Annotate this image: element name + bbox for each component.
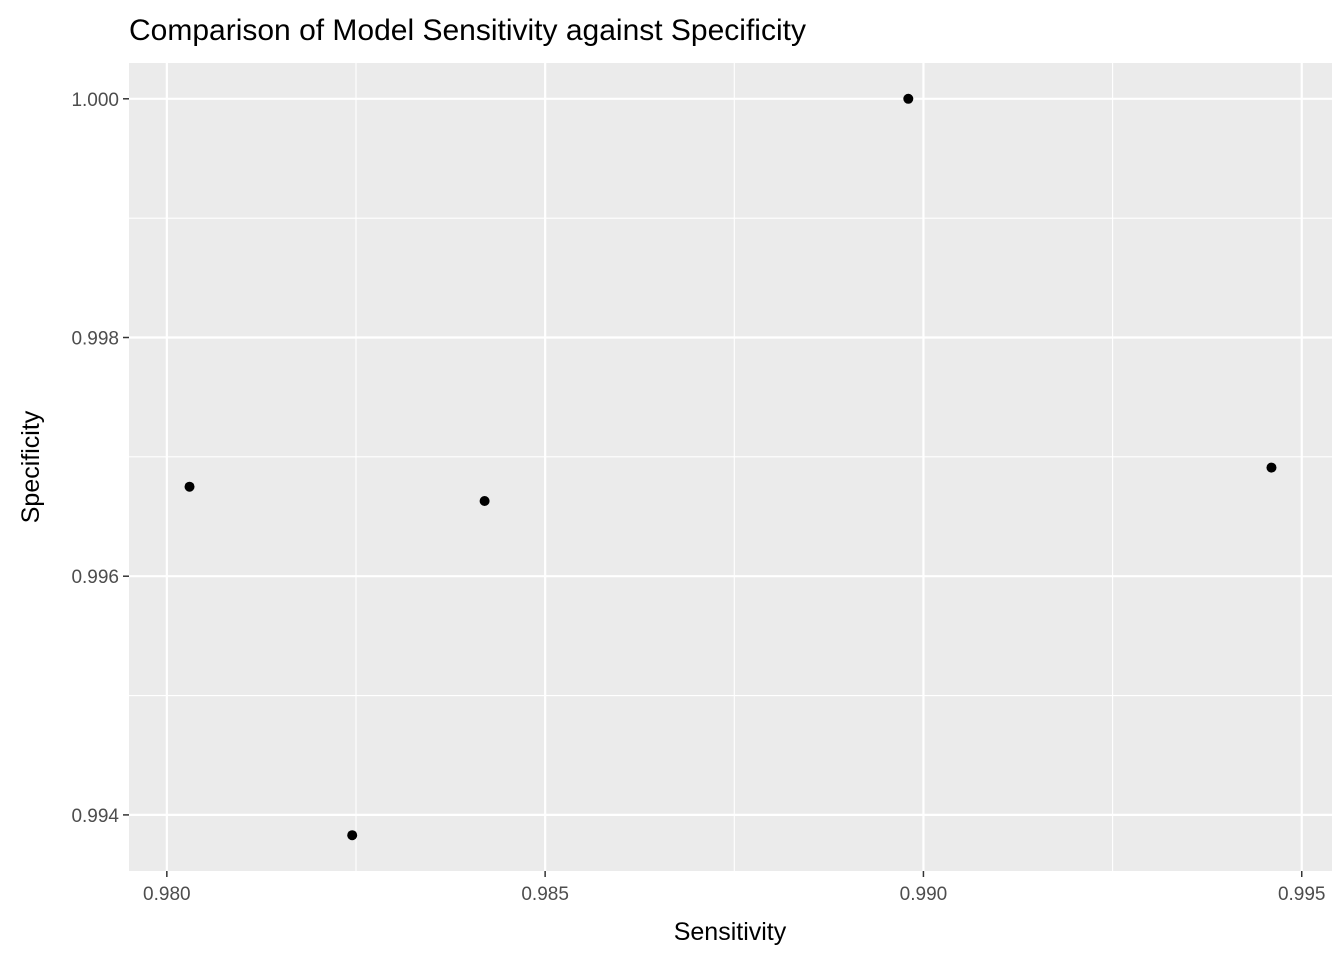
x-tick-label: 0.980 xyxy=(143,884,191,905)
y-tick-label: 0.998 xyxy=(71,329,119,350)
data-point xyxy=(347,830,358,841)
grid-lines xyxy=(129,63,1332,871)
y-tick-label: 0.994 xyxy=(71,806,119,827)
axis-ticks: 0.980 0.985 0.990 0.995 0.994 0.996 0.998 1.000 xyxy=(71,90,1325,905)
x-tick-label: 0.990 xyxy=(900,884,948,905)
data-point xyxy=(184,481,195,492)
chart-title: Comparison of Model Sensitivity against … xyxy=(129,14,806,47)
y-tick-label: 0.996 xyxy=(71,567,119,588)
plot-panel xyxy=(129,63,1332,871)
data-points xyxy=(184,93,1277,841)
y-tick-label: 1.000 xyxy=(71,90,119,111)
x-tick-label: 0.985 xyxy=(521,884,569,905)
data-point xyxy=(903,93,914,104)
x-axis-title: Sensitivity xyxy=(674,918,787,946)
x-tick-label: 0.995 xyxy=(1278,884,1326,905)
y-axis-title: Specificity xyxy=(17,410,45,523)
data-point xyxy=(479,496,490,507)
data-point xyxy=(1266,462,1277,473)
